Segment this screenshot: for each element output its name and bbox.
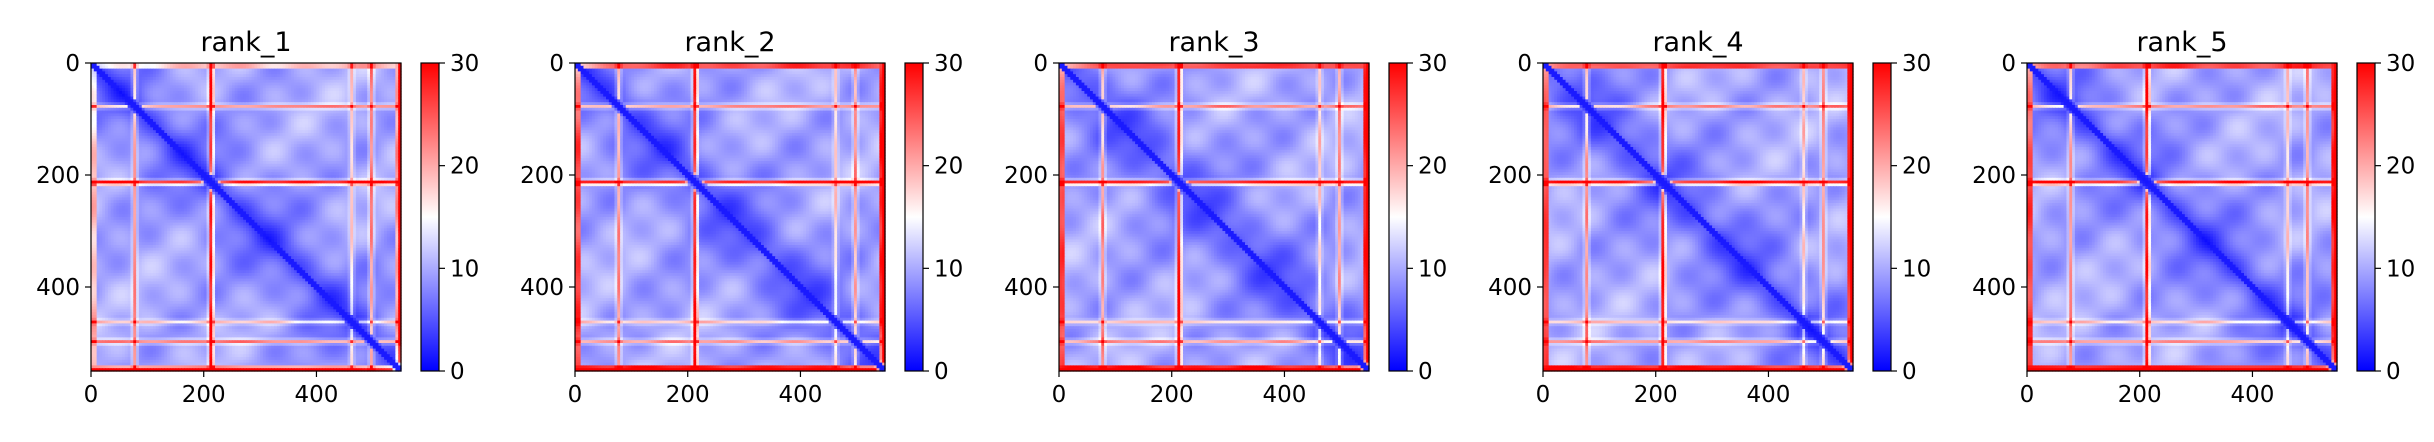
heatmap-rank_1 xyxy=(91,63,402,372)
